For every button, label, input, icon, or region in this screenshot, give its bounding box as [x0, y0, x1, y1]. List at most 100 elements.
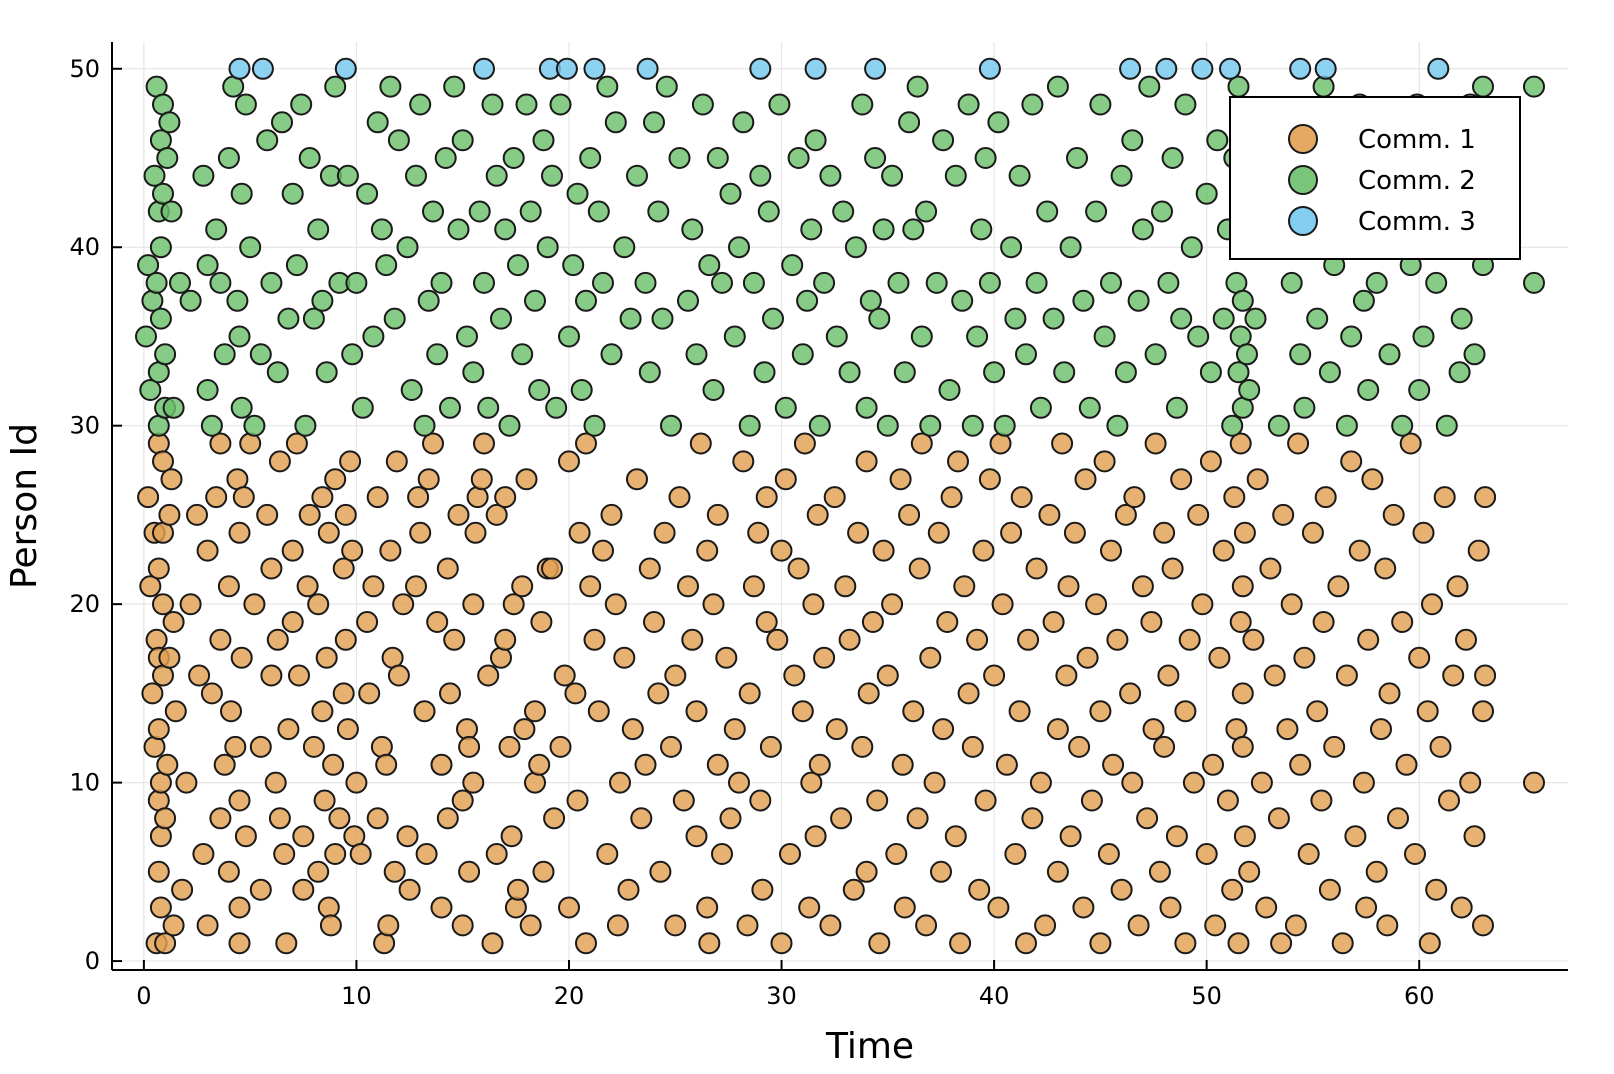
data-point [169, 271, 191, 294]
data-point [619, 307, 642, 330]
data-point [742, 271, 765, 294]
data-point [473, 271, 495, 294]
data-point [770, 539, 793, 562]
y-tick-label: 0 [85, 947, 100, 975]
data-point [273, 843, 296, 865]
data-point [160, 200, 183, 223]
data-point [1270, 932, 1293, 955]
data-point [456, 718, 478, 741]
data-point [1195, 182, 1218, 205]
data-point [470, 468, 493, 491]
series-3 [228, 57, 1450, 80]
data-point [145, 628, 168, 651]
data-point [281, 611, 304, 633]
data-point [1015, 932, 1037, 955]
data-point [1272, 503, 1295, 526]
data-point [549, 735, 572, 758]
data-point [324, 75, 347, 98]
data-point [1042, 611, 1065, 633]
data-point [147, 557, 170, 580]
data-point [1314, 57, 1337, 80]
data-point [209, 807, 232, 830]
data-point [494, 628, 517, 651]
data-point [334, 628, 357, 651]
data-point [864, 57, 887, 80]
data-point [1399, 432, 1422, 455]
data-point [156, 753, 179, 776]
data-point [647, 200, 670, 223]
data-point [451, 789, 474, 812]
data-point [1221, 878, 1244, 901]
data-point [1293, 396, 1316, 419]
data-point [137, 486, 160, 509]
data-point [770, 932, 793, 955]
data-point [256, 503, 279, 526]
data-point [592, 271, 614, 294]
data-point [1089, 700, 1112, 723]
data-point [966, 325, 989, 348]
data-point [324, 843, 347, 865]
data-point [396, 236, 419, 259]
data-point [324, 468, 347, 491]
data-point [196, 914, 219, 937]
data-point [747, 521, 770, 544]
y-tick-label: 40 [69, 233, 100, 261]
data-point [351, 396, 374, 419]
data-point [490, 646, 512, 669]
data-point [702, 379, 725, 401]
data-point [1312, 611, 1335, 633]
data-point [1312, 75, 1335, 98]
data-point [1170, 307, 1193, 330]
data-point [228, 521, 251, 544]
data-point [861, 611, 884, 633]
data-point [498, 735, 521, 758]
data-point [1008, 164, 1031, 187]
y-tick-label: 30 [69, 412, 100, 440]
data-point [366, 807, 389, 830]
data-point [938, 379, 961, 401]
data-point [638, 557, 661, 580]
data-point [519, 200, 542, 223]
data-point [755, 611, 778, 633]
data-point [757, 200, 780, 223]
data-point [1110, 878, 1133, 901]
data-point [1306, 307, 1329, 330]
data-point [1195, 843, 1218, 865]
data-point [902, 700, 925, 723]
data-point [1442, 664, 1465, 687]
data-point [1448, 361, 1471, 384]
data-point [989, 432, 1012, 455]
data-point [271, 111, 293, 134]
data-point [706, 503, 729, 526]
data-point [798, 896, 821, 919]
data-point [249, 878, 272, 901]
data-point [334, 503, 357, 526]
data-point [723, 325, 746, 348]
data-point [528, 379, 551, 401]
data-point [832, 200, 855, 223]
data-point [1250, 771, 1273, 794]
data-point [1110, 164, 1133, 187]
data-point [813, 271, 836, 294]
data-point [230, 396, 253, 419]
data-point [957, 682, 980, 705]
data-point [366, 111, 389, 134]
data-point [490, 307, 512, 330]
data-point [515, 468, 538, 491]
data-point [473, 57, 495, 80]
data-point [808, 753, 831, 776]
data-point [1310, 789, 1333, 812]
data-point [1344, 825, 1367, 848]
data-point [230, 182, 253, 205]
data-point [1127, 289, 1150, 312]
data-point [292, 825, 315, 848]
data-point [983, 664, 1006, 687]
data-point [260, 557, 283, 580]
data-point [426, 343, 449, 366]
data-point [239, 236, 262, 259]
data-point [681, 218, 704, 241]
data-point [978, 468, 1001, 491]
data-point [974, 789, 997, 812]
data-point [1004, 843, 1027, 865]
